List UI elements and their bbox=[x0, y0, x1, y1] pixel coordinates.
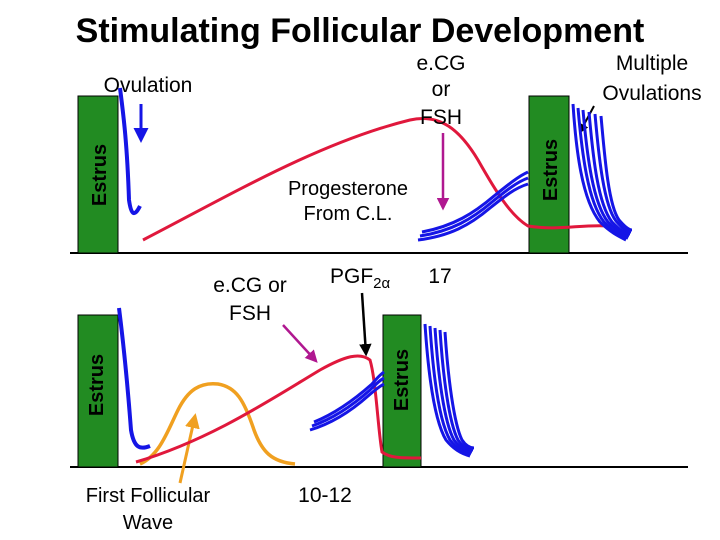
top-panel: Estrus Estrus Ovulation Progesterone Fro… bbox=[70, 52, 702, 254]
top-ovulation-label: Ovulation bbox=[104, 74, 193, 97]
bottom-first-follicular-wave bbox=[139, 381, 296, 466]
bottom-estrus-label-left: Estrus bbox=[86, 354, 108, 416]
top-multiple-ovulations-arrow bbox=[579, 105, 595, 134]
top-ecg-label-line1: e.CG bbox=[416, 52, 465, 75]
top-progesterone-curve bbox=[142, 117, 611, 242]
bottom-ecg-arrow bbox=[282, 324, 318, 363]
top-multiple-ovulations-line2: Ovulations bbox=[602, 82, 701, 105]
top-multiple-ovulation-curves bbox=[571, 103, 633, 242]
bottom-follicle-wave-rising bbox=[309, 370, 385, 432]
bottom-progesterone-curve bbox=[135, 354, 422, 464]
top-estrus-label-right: Estrus bbox=[540, 139, 562, 201]
bottom-first-wave-arrow bbox=[178, 413, 200, 484]
bottom-estrus-bar-right bbox=[382, 314, 422, 468]
top-ecg-label-line3: FSH bbox=[420, 106, 462, 129]
bottom-ecg-label-line1: e.CG or bbox=[213, 274, 287, 297]
diagram-title: Stimulating Follicular Development bbox=[76, 12, 645, 50]
bottom-first-wave-label-line2: Wave bbox=[123, 512, 173, 534]
bottom-day-17-label: 17 bbox=[428, 265, 451, 288]
top-ecg-label-line2: or bbox=[432, 78, 451, 101]
top-follicle-wave-rising bbox=[417, 170, 529, 242]
bottom-pgf-arrow bbox=[359, 292, 372, 357]
top-estrus-label-left: Estrus bbox=[89, 144, 111, 206]
bottom-first-wave-label-line1: First Follicular bbox=[86, 485, 211, 507]
bottom-pgf-label-subscript: 2α bbox=[373, 275, 390, 292]
top-multiple-ovulations-line1: Multiple bbox=[616, 52, 688, 75]
bottom-ecg-label-line2: FSH bbox=[229, 302, 271, 325]
bottom-pgf-label: PGF2α bbox=[330, 265, 391, 292]
bottom-follicle-curve-left bbox=[117, 307, 151, 450]
top-follicle-curve-left bbox=[118, 87, 142, 216]
bottom-pgf-label-main: PGF bbox=[330, 265, 373, 288]
top-estrus-bar-left bbox=[77, 95, 119, 254]
bottom-estrus-label-right: Estrus bbox=[391, 349, 413, 411]
bottom-day-10-12-label: 10-12 bbox=[298, 484, 352, 507]
top-progesterone-label-line2: From C.L. bbox=[304, 203, 393, 225]
bottom-panel: Estrus Estrus First Follicular Wave e.CG… bbox=[70, 265, 688, 534]
bottom-multiple-ovulation-curves bbox=[423, 323, 475, 458]
top-progesterone-label-line1: Progesterone bbox=[288, 178, 408, 200]
bottom-estrus-bar-left bbox=[77, 314, 119, 468]
